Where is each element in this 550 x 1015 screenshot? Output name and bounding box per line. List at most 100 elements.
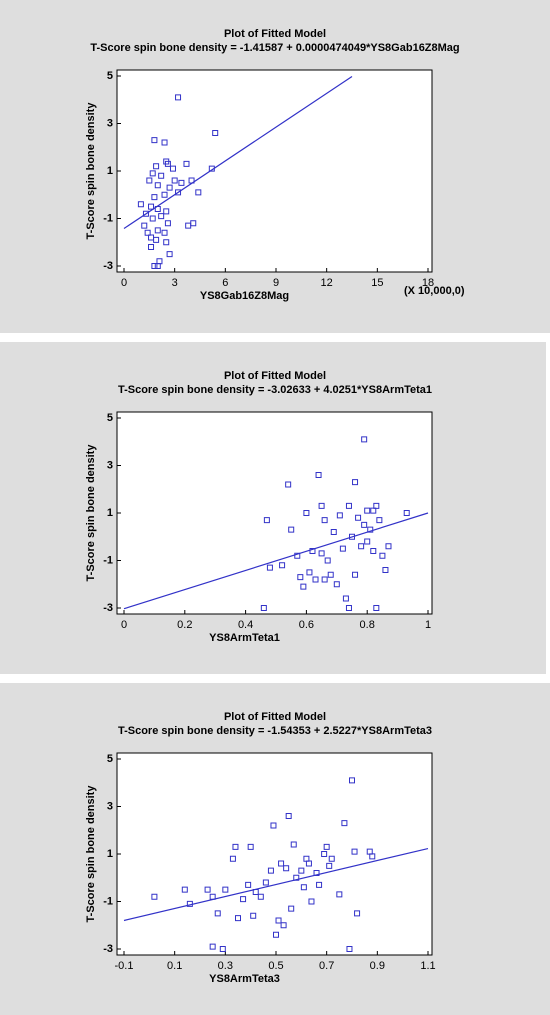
fit-line bbox=[123, 512, 429, 610]
y-tick-label: 3 bbox=[107, 117, 113, 129]
data-point bbox=[164, 220, 171, 227]
data-point bbox=[229, 855, 236, 862]
data-point bbox=[149, 170, 156, 177]
data-point bbox=[379, 552, 386, 559]
data-point bbox=[195, 189, 202, 196]
data-point bbox=[318, 502, 325, 509]
y-axis-label: T-Score spin bone density bbox=[85, 444, 97, 582]
data-point bbox=[278, 860, 285, 867]
data-point bbox=[250, 912, 257, 919]
x-tick-label: 1 bbox=[425, 619, 431, 631]
data-point bbox=[171, 177, 178, 184]
data-point bbox=[370, 507, 377, 514]
data-point bbox=[385, 543, 392, 550]
chart-title: Plot of Fitted Model bbox=[224, 28, 326, 40]
chart-subtitle: T-Score spin bone density = -3.02633 + 4… bbox=[118, 384, 432, 396]
data-point bbox=[288, 905, 295, 912]
data-point bbox=[154, 206, 161, 212]
data-point bbox=[260, 605, 267, 611]
data-point bbox=[321, 576, 328, 583]
data-point bbox=[361, 521, 368, 528]
data-point bbox=[373, 605, 380, 611]
data-point bbox=[382, 567, 389, 573]
data-point bbox=[346, 946, 353, 952]
x-tick-label: 0.5 bbox=[268, 960, 283, 972]
data-point bbox=[316, 881, 323, 888]
data-point bbox=[154, 227, 161, 234]
x-tick-label: 18 bbox=[422, 277, 434, 289]
x-tick-label: 0 bbox=[121, 277, 127, 289]
x-tick-label: 15 bbox=[371, 277, 383, 289]
data-point bbox=[324, 557, 331, 564]
data-point bbox=[327, 571, 334, 578]
y-tick-label: 5 bbox=[107, 753, 113, 765]
x-tick-label: 9 bbox=[273, 277, 279, 289]
data-point bbox=[297, 574, 304, 581]
data-point bbox=[151, 137, 158, 144]
y-tick-label: -3 bbox=[103, 602, 113, 614]
data-point bbox=[163, 208, 170, 215]
data-point bbox=[336, 891, 343, 898]
plot-area bbox=[116, 69, 433, 273]
data-point bbox=[219, 946, 226, 952]
data-point bbox=[285, 813, 292, 819]
data-point bbox=[148, 244, 155, 250]
data-point bbox=[288, 526, 295, 533]
data-point bbox=[262, 879, 269, 886]
data-point bbox=[358, 543, 365, 550]
data-point bbox=[339, 545, 346, 552]
data-point bbox=[175, 189, 182, 196]
data-point bbox=[245, 881, 252, 888]
x-tick-label: 0.9 bbox=[370, 960, 385, 972]
data-point bbox=[141, 222, 148, 229]
data-point bbox=[208, 165, 215, 172]
data-point bbox=[312, 576, 319, 583]
data-point bbox=[209, 943, 216, 950]
data-point bbox=[336, 512, 343, 519]
y-tick-label: 3 bbox=[107, 459, 113, 471]
data-point bbox=[341, 820, 348, 827]
data-point bbox=[235, 915, 241, 922]
x-tick-label: 0 bbox=[121, 619, 127, 631]
data-point bbox=[204, 886, 211, 893]
y-tick-label: -1 bbox=[103, 554, 113, 566]
y-tick-label: 5 bbox=[107, 412, 113, 424]
x-tick-label: 0.6 bbox=[299, 619, 314, 631]
data-point bbox=[361, 436, 368, 443]
data-point bbox=[364, 507, 371, 514]
data-point bbox=[175, 94, 182, 101]
data-point bbox=[285, 481, 292, 488]
data-point bbox=[352, 571, 359, 578]
data-point bbox=[137, 201, 144, 208]
data-point bbox=[267, 867, 274, 874]
data-point bbox=[369, 853, 376, 860]
data-point bbox=[376, 517, 383, 524]
data-point bbox=[280, 922, 287, 929]
data-point bbox=[240, 896, 247, 903]
data-point bbox=[149, 215, 156, 222]
data-point bbox=[349, 777, 355, 784]
x-tick-label: 0.1 bbox=[167, 960, 182, 972]
data-point bbox=[232, 843, 239, 850]
data-point bbox=[364, 538, 371, 545]
data-point bbox=[345, 502, 352, 509]
data-point bbox=[354, 910, 361, 917]
data-point bbox=[247, 843, 254, 850]
data-point bbox=[222, 886, 229, 893]
x-tick-label: -0.1 bbox=[115, 960, 134, 972]
data-point bbox=[178, 179, 185, 186]
x-axis-note: (X 10,000,0) bbox=[404, 285, 465, 297]
data-point bbox=[156, 258, 163, 265]
data-point bbox=[328, 855, 335, 862]
data-point bbox=[403, 510, 410, 516]
data-point bbox=[212, 130, 219, 136]
data-point bbox=[355, 514, 362, 521]
x-tick-label: 0.7 bbox=[319, 960, 334, 972]
data-point bbox=[166, 251, 173, 258]
chart-title: Plot of Fitted Model bbox=[224, 711, 326, 723]
data-point bbox=[303, 510, 310, 516]
data-point bbox=[266, 564, 273, 571]
data-point bbox=[186, 900, 193, 907]
data-point bbox=[209, 893, 216, 900]
